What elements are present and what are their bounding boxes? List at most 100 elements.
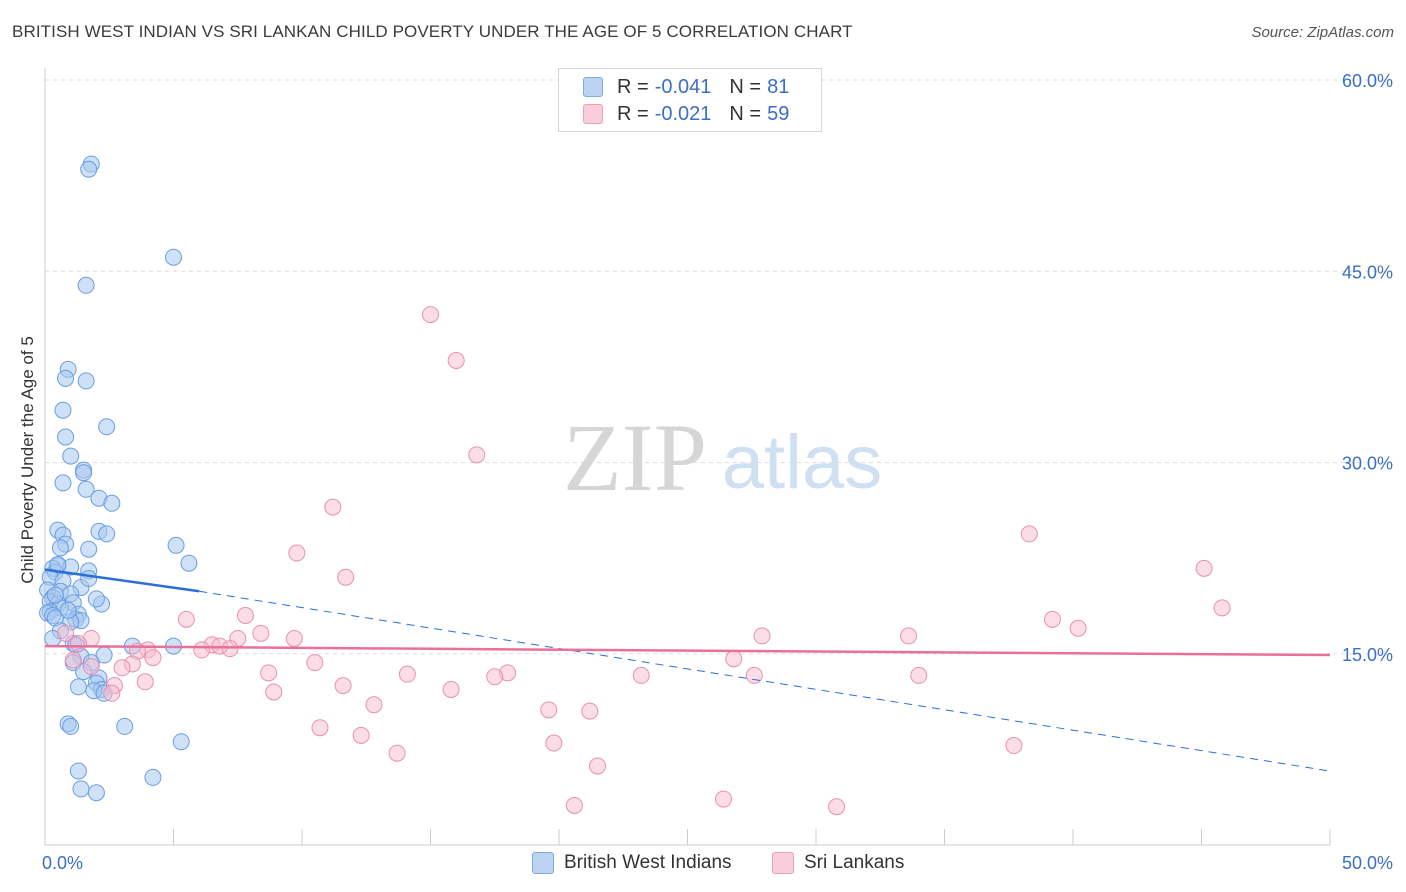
data-point-sri-lankans — [828, 798, 846, 816]
y-tick-label: 15.0% — [1342, 645, 1393, 665]
data-point-british-west-indians — [62, 717, 80, 735]
data-point-british-west-indians — [165, 248, 182, 266]
series-british-west-indians — [39, 155, 198, 802]
data-point-british-west-indians — [80, 540, 98, 558]
data-point-sri-lankans — [352, 726, 370, 744]
data-point-sri-lankans — [388, 744, 406, 762]
data-point-sri-lankans — [288, 544, 306, 562]
source-label: Source: ZipAtlas.com — [1251, 24, 1394, 41]
data-point-sri-lankans — [422, 306, 439, 324]
x-tick-label: 0.0% — [42, 853, 83, 873]
data-point-sri-lankans — [365, 696, 383, 714]
data-point-sri-lankans — [714, 790, 732, 808]
legend-swatch-blue — [583, 77, 603, 97]
data-point-sri-lankans — [910, 666, 928, 684]
data-point-british-west-indians — [72, 780, 90, 798]
data-point-british-west-indians — [87, 590, 105, 608]
data-point-sri-lankans — [1005, 737, 1023, 755]
data-point-british-west-indians — [144, 768, 162, 786]
data-point-sri-lankans — [252, 624, 270, 642]
trendline-blue — [44, 568, 200, 593]
data-point-sri-lankans — [260, 664, 278, 682]
legend-swatch-blue — [532, 852, 554, 874]
data-point-sri-lankans — [1213, 599, 1231, 617]
data-point-sri-lankans — [82, 658, 100, 675]
data-point-british-west-indians — [54, 474, 72, 492]
legend-row-blue: R = -0.041 N = 81 — [583, 75, 789, 99]
data-point-british-west-indians — [51, 539, 69, 557]
legend-row-pink: R = -0.021 N = 59 — [583, 102, 789, 126]
legend-label-british-west-indians: British West Indians — [564, 852, 732, 873]
data-point-british-west-indians — [59, 601, 77, 619]
trendline-pink — [44, 644, 1331, 657]
data-point-sri-lankans — [725, 650, 743, 668]
data-point-british-west-indians — [77, 480, 95, 498]
legend-item-british-west-indians[interactable]: British West Indians — [532, 852, 732, 874]
data-point-sri-lankans — [900, 627, 918, 645]
chart-title: BRITISH WEST INDIAN VS SRI LANKAN CHILD … — [12, 22, 853, 41]
data-point-sri-lankans — [447, 352, 465, 369]
legend-r-value: -0.021 — [654, 102, 712, 125]
y-tick-label: 45.0% — [1342, 262, 1393, 282]
legend-n-label: N = — [729, 102, 762, 125]
trend-lines — [44, 568, 1331, 772]
y-axis-label: Child Poverty Under the Age of 5 — [18, 336, 37, 584]
data-point-sri-lankans — [311, 719, 329, 737]
data-point-british-west-indians — [57, 369, 75, 387]
data-point-sri-lankans — [398, 665, 416, 683]
data-point-sri-lankans — [103, 684, 121, 702]
x-tick-label: 50.0% — [1342, 853, 1393, 873]
data-point-sri-lankans — [324, 498, 342, 516]
data-point-sri-lankans — [1195, 559, 1213, 577]
data-point-sri-lankans — [565, 796, 583, 814]
correlation-legend: R = -0.041 N = 81 R = -0.021 N = 59 — [558, 68, 822, 132]
data-point-sri-lankans — [468, 446, 486, 464]
y-tick-label: 30.0% — [1342, 454, 1393, 474]
tick-labels: 15.0% 30.0% 45.0% 60.0% 0.0% 50.0% — [42, 71, 1393, 873]
data-point-british-west-indians — [167, 536, 185, 554]
data-point-sri-lankans — [236, 607, 254, 624]
data-point-british-west-indians — [75, 464, 93, 482]
data-point-sri-lankans — [337, 568, 355, 586]
legend-label-sri-lankans: Sri Lankans — [804, 852, 905, 873]
data-point-sri-lankans — [334, 677, 352, 695]
legend-n-value: 81 — [767, 75, 790, 98]
data-point-british-west-indians — [69, 762, 87, 780]
data-point-sri-lankans — [589, 757, 607, 775]
data-point-sri-lankans — [1020, 525, 1038, 543]
data-point-british-west-indians — [103, 494, 121, 512]
data-point-british-west-indians — [80, 570, 98, 588]
trendline-blue-extrapolated — [199, 590, 1331, 772]
legend-swatch-pink — [583, 104, 603, 124]
data-point-sri-lankans — [265, 683, 283, 701]
series-legend: British West Indians Sri Lankans — [0, 852, 1406, 878]
data-point-british-west-indians — [46, 586, 64, 604]
data-point-sri-lankans — [193, 641, 211, 659]
data-point-british-west-indians — [180, 554, 198, 572]
legend-item-sri-lankans[interactable]: Sri Lankans — [772, 852, 904, 874]
data-point-sri-lankans — [1043, 610, 1061, 628]
data-point-sri-lankans — [113, 659, 131, 677]
data-point-sri-lankans — [486, 668, 504, 686]
watermark: ZIP atlas — [563, 404, 882, 511]
y-tick-label: 60.0% — [1342, 71, 1393, 91]
watermark-zip: ZIP — [563, 404, 707, 511]
legend-r-label: R = — [617, 75, 649, 98]
data-point-sri-lankans — [745, 666, 763, 684]
data-point-british-west-indians — [69, 678, 87, 696]
data-point-sri-lankans — [64, 651, 82, 669]
legend-n-value: 59 — [767, 102, 790, 125]
data-point-sri-lankans — [136, 673, 154, 691]
data-point-sri-lankans — [581, 702, 599, 720]
data-point-sri-lankans — [545, 734, 563, 752]
data-point-british-west-indians — [57, 428, 75, 446]
data-point-sri-lankans — [753, 627, 771, 645]
data-point-sri-lankans — [69, 635, 87, 653]
data-point-sri-lankans — [57, 624, 75, 642]
axes — [44, 68, 1331, 846]
data-point-sri-lankans — [442, 680, 460, 698]
data-point-sri-lankans — [306, 654, 324, 672]
data-point-british-west-indians — [98, 418, 116, 436]
data-point-british-west-indians — [62, 447, 80, 465]
